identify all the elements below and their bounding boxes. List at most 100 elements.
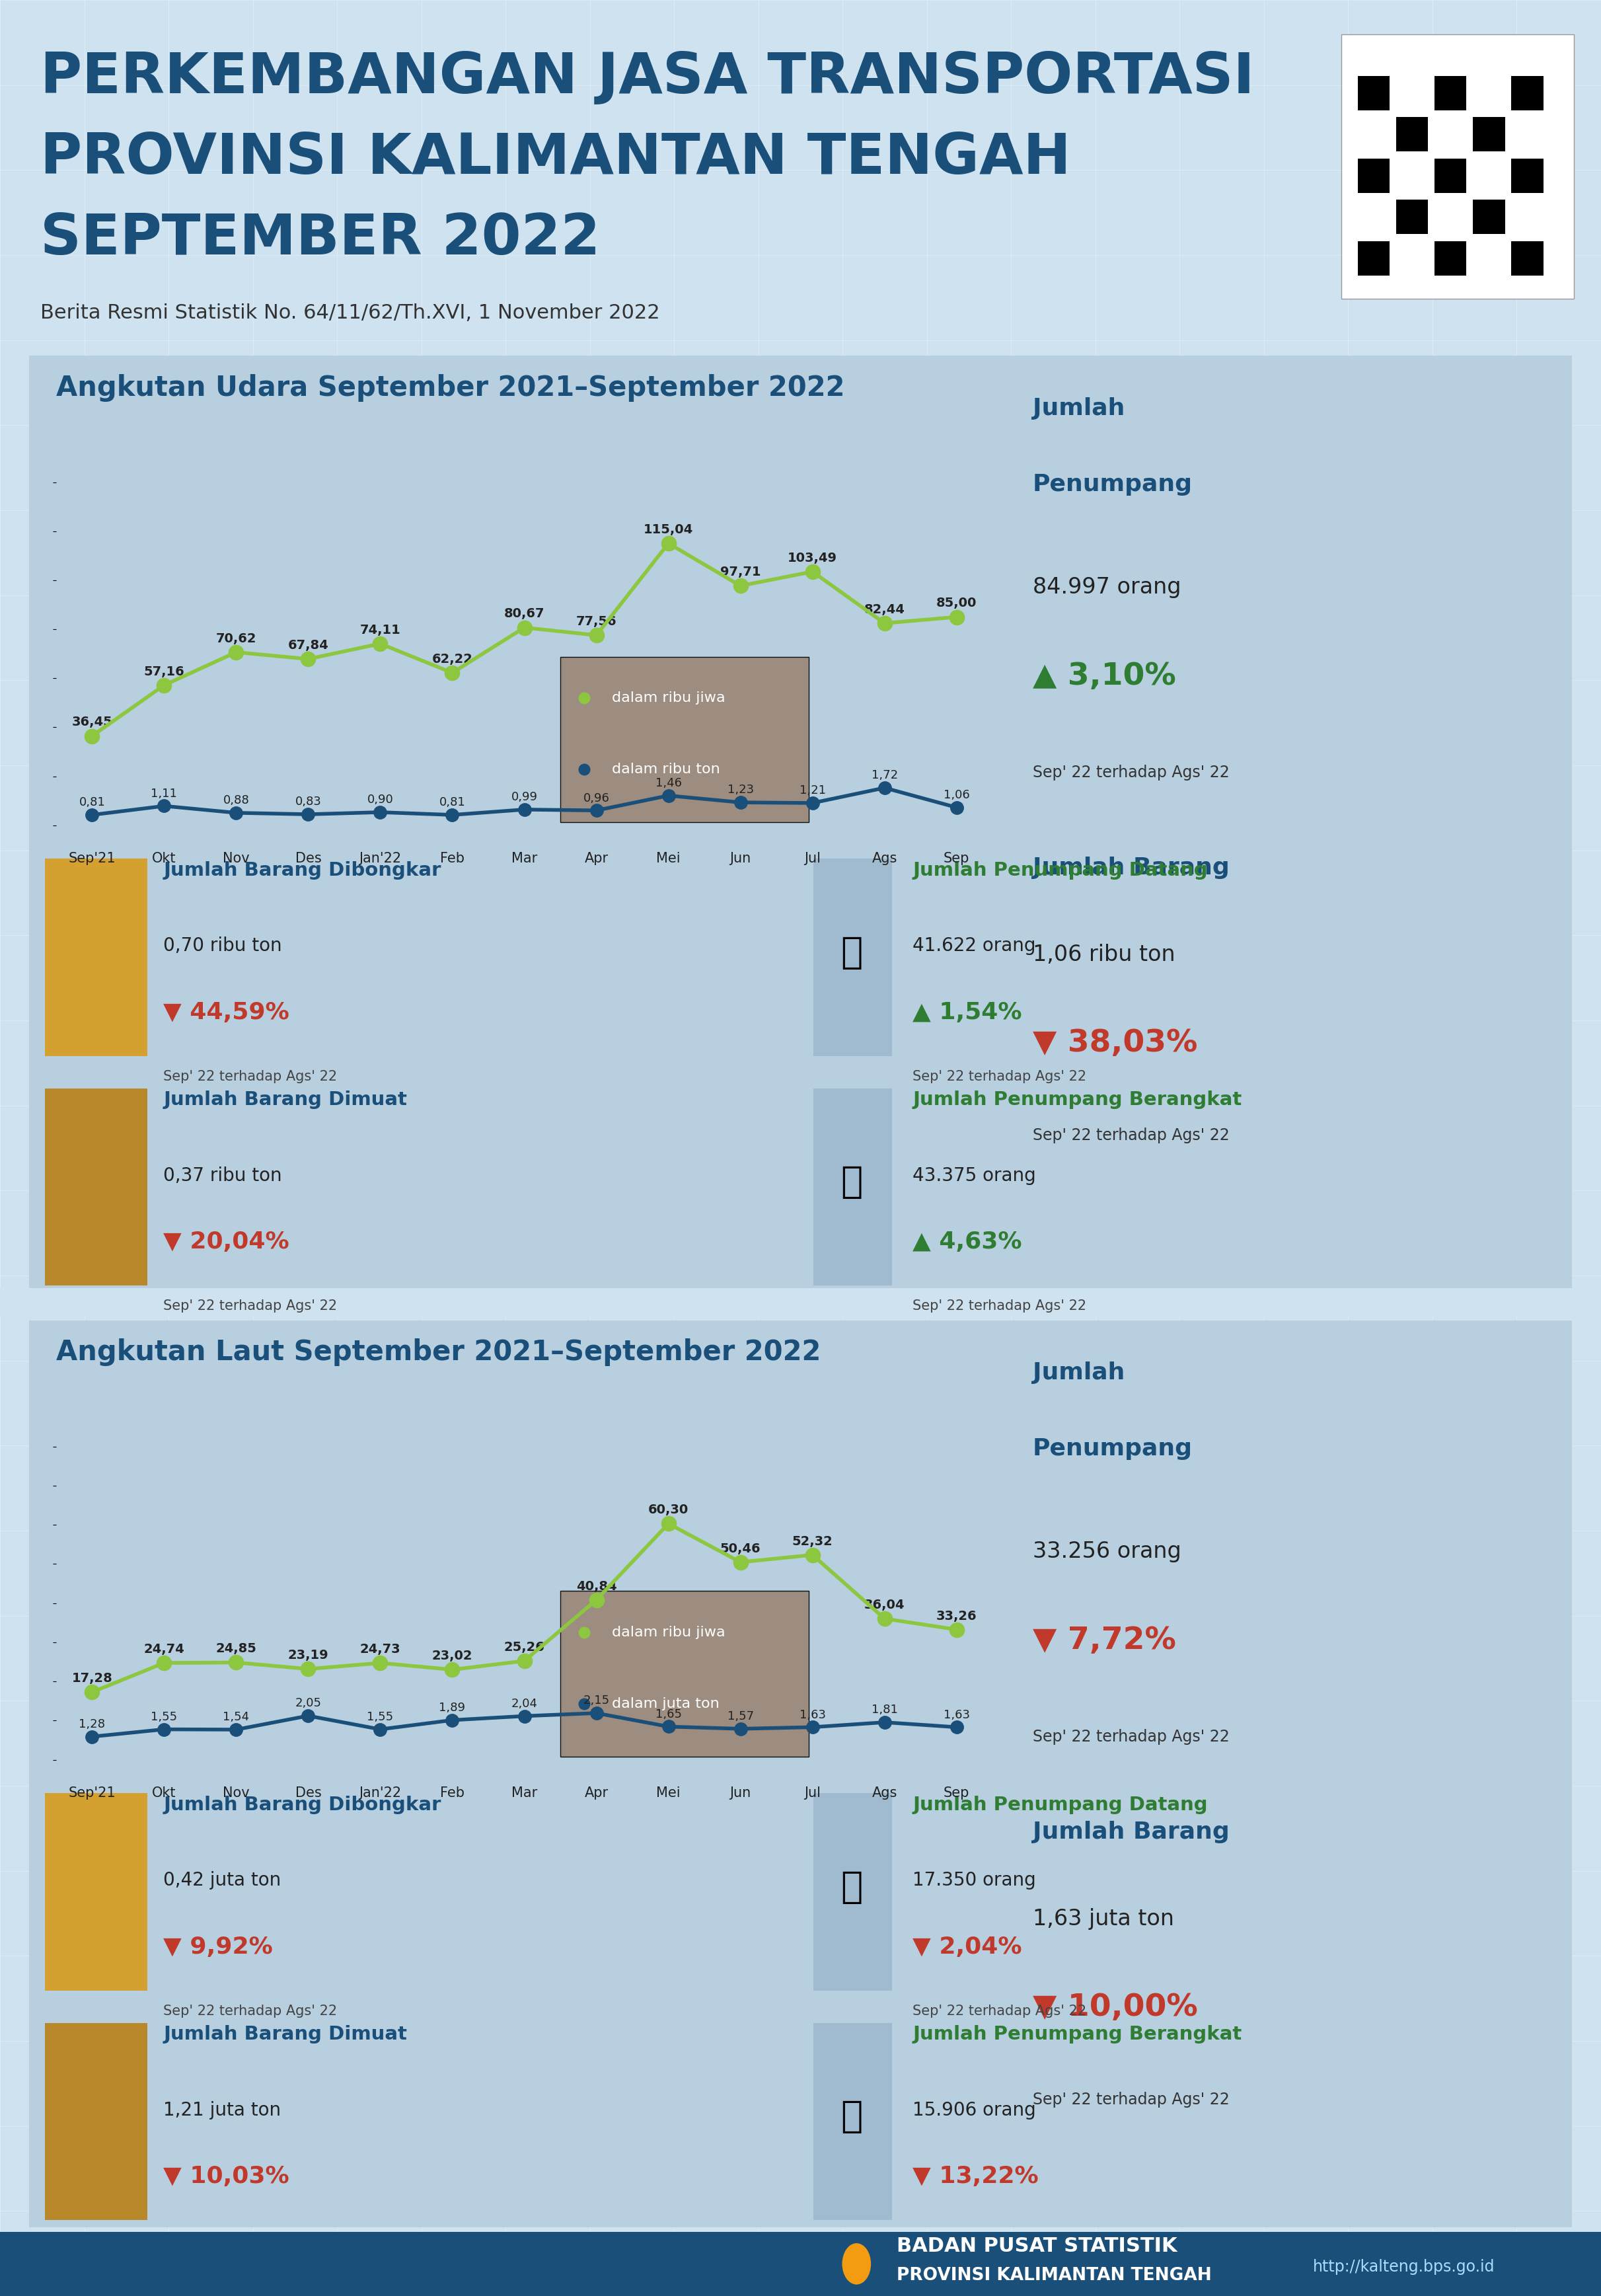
Bar bbox=[1473, 117, 1505, 152]
FancyBboxPatch shape bbox=[560, 1591, 809, 1756]
Text: Sep' 22 terhadap Ags' 22: Sep' 22 terhadap Ags' 22 bbox=[1033, 765, 1230, 781]
Text: 1,89: 1,89 bbox=[439, 1701, 466, 1713]
Text: 1,63 juta ton: 1,63 juta ton bbox=[1033, 1908, 1174, 1929]
Bar bbox=[1342, 34, 1574, 298]
FancyBboxPatch shape bbox=[813, 859, 892, 1056]
Text: ▼ 9,92%: ▼ 9,92% bbox=[163, 1936, 272, 1958]
Text: 17,28: 17,28 bbox=[72, 1671, 112, 1685]
Text: 0,81: 0,81 bbox=[78, 797, 106, 808]
Text: 🚶: 🚶 bbox=[841, 1164, 863, 1201]
FancyBboxPatch shape bbox=[45, 2023, 147, 2220]
Text: dalam ribu ton: dalam ribu ton bbox=[612, 762, 720, 776]
Text: PERKEMBANGAN JASA TRANSPORTASI: PERKEMBANGAN JASA TRANSPORTASI bbox=[40, 51, 1254, 106]
Text: Jumlah Penumpang Datang: Jumlah Penumpang Datang bbox=[913, 1795, 1207, 1814]
FancyBboxPatch shape bbox=[813, 2023, 892, 2220]
Text: Sep' 22 terhadap Ags' 22: Sep' 22 terhadap Ags' 22 bbox=[163, 2234, 338, 2248]
Bar bbox=[1511, 76, 1543, 110]
Text: 0,37 ribu ton: 0,37 ribu ton bbox=[163, 1166, 282, 1185]
Text: 0,99: 0,99 bbox=[511, 792, 538, 804]
Text: Sep' 22 terhadap Ags' 22: Sep' 22 terhadap Ags' 22 bbox=[1033, 1127, 1230, 1143]
Text: 🚶: 🚶 bbox=[841, 2099, 863, 2135]
Text: 62,22: 62,22 bbox=[432, 652, 472, 666]
Text: ▲ 3,10%: ▲ 3,10% bbox=[1033, 661, 1175, 691]
Text: 67,84: 67,84 bbox=[288, 638, 328, 652]
Text: 1,55: 1,55 bbox=[150, 1711, 178, 1722]
Text: dalam ribu jiwa: dalam ribu jiwa bbox=[612, 1626, 725, 1639]
Text: ▼ 7,72%: ▼ 7,72% bbox=[1033, 1626, 1177, 1655]
Text: Jumlah Penumpang Datang: Jumlah Penumpang Datang bbox=[913, 861, 1207, 879]
Text: 1,28: 1,28 bbox=[78, 1717, 106, 1731]
FancyBboxPatch shape bbox=[45, 859, 147, 1056]
Bar bbox=[1396, 117, 1428, 152]
Text: 1,21 juta ton: 1,21 juta ton bbox=[163, 2101, 282, 2119]
Text: 1,11: 1,11 bbox=[150, 788, 178, 799]
Text: 1,81: 1,81 bbox=[871, 1704, 898, 1715]
Bar bbox=[1434, 200, 1467, 234]
Bar bbox=[1434, 158, 1467, 193]
Text: 74,11: 74,11 bbox=[360, 625, 400, 636]
Bar bbox=[1358, 117, 1390, 152]
Text: 97,71: 97,71 bbox=[720, 565, 760, 579]
Text: 82,44: 82,44 bbox=[865, 604, 905, 615]
Text: 115,04: 115,04 bbox=[644, 523, 693, 535]
Text: Sep' 22 terhadap Ags' 22: Sep' 22 terhadap Ags' 22 bbox=[913, 2004, 1087, 2018]
Text: 23,19: 23,19 bbox=[288, 1649, 328, 1662]
Text: 57,16: 57,16 bbox=[144, 666, 184, 677]
Text: Penumpang: Penumpang bbox=[1033, 473, 1193, 496]
Text: 36,45: 36,45 bbox=[72, 716, 112, 728]
Text: Jumlah Barang: Jumlah Barang bbox=[1033, 1821, 1230, 1844]
Bar bbox=[1396, 76, 1428, 110]
Bar bbox=[1358, 200, 1390, 234]
Text: 1,23: 1,23 bbox=[727, 785, 754, 797]
Text: 1,46: 1,46 bbox=[655, 778, 682, 790]
Text: SEPTEMBER 2022: SEPTEMBER 2022 bbox=[40, 211, 600, 266]
Bar bbox=[1511, 158, 1543, 193]
Text: 77,56: 77,56 bbox=[576, 615, 616, 627]
FancyBboxPatch shape bbox=[45, 1793, 147, 1991]
Text: 0,88: 0,88 bbox=[223, 794, 250, 806]
Text: 33,26: 33,26 bbox=[937, 1609, 977, 1623]
Bar bbox=[1358, 158, 1390, 193]
Bar bbox=[1473, 76, 1505, 110]
Text: 25,26: 25,26 bbox=[504, 1642, 544, 1653]
Text: PROVINSI KALIMANTAN TENGAH: PROVINSI KALIMANTAN TENGAH bbox=[40, 131, 1071, 186]
Text: 84.997 orang: 84.997 orang bbox=[1033, 576, 1182, 597]
Text: ▼ 20,04%: ▼ 20,04% bbox=[163, 1231, 290, 1254]
Bar bbox=[1511, 117, 1543, 152]
Text: 24,74: 24,74 bbox=[144, 1644, 184, 1655]
Bar bbox=[1396, 200, 1428, 234]
FancyBboxPatch shape bbox=[813, 1793, 892, 1991]
Text: Sep' 22 terhadap Ags' 22: Sep' 22 terhadap Ags' 22 bbox=[163, 1070, 338, 1084]
Text: 23,02: 23,02 bbox=[432, 1651, 472, 1662]
FancyBboxPatch shape bbox=[560, 657, 809, 822]
Text: ▼ 44,59%: ▼ 44,59% bbox=[163, 1001, 290, 1024]
Text: 🚶: 🚶 bbox=[841, 934, 863, 971]
Text: Sep' 22 terhadap Ags' 22: Sep' 22 terhadap Ags' 22 bbox=[913, 2234, 1087, 2248]
Text: 40,84: 40,84 bbox=[576, 1580, 616, 1593]
Text: Sep' 22 terhadap Ags' 22: Sep' 22 terhadap Ags' 22 bbox=[913, 1070, 1087, 1084]
Text: 🚶: 🚶 bbox=[841, 1869, 863, 1906]
FancyBboxPatch shape bbox=[45, 1088, 147, 1286]
Text: 103,49: 103,49 bbox=[788, 551, 837, 565]
Text: ▲ 1,54%: ▲ 1,54% bbox=[913, 1001, 1021, 1024]
Text: Jumlah Barang Dimuat: Jumlah Barang Dimuat bbox=[163, 2025, 407, 2043]
Text: 0,42 juta ton: 0,42 juta ton bbox=[163, 1871, 282, 1890]
Text: Jumlah: Jumlah bbox=[1033, 1362, 1126, 1384]
Text: Angkutan Laut September 2021–September 2022: Angkutan Laut September 2021–September 2… bbox=[56, 1339, 821, 1366]
Text: 1,63: 1,63 bbox=[943, 1708, 970, 1720]
Bar bbox=[1473, 158, 1505, 193]
Text: 24,85: 24,85 bbox=[216, 1642, 256, 1655]
Text: 1,72: 1,72 bbox=[871, 769, 898, 781]
Text: Jumlah Penumpang Berangkat: Jumlah Penumpang Berangkat bbox=[913, 2025, 1242, 2043]
Text: dalam juta ton: dalam juta ton bbox=[612, 1697, 719, 1711]
Text: 0,81: 0,81 bbox=[439, 797, 466, 808]
Bar bbox=[0, 1288, 1601, 1316]
Text: 1,54: 1,54 bbox=[223, 1711, 250, 1724]
Circle shape bbox=[842, 2243, 871, 2285]
Text: 52,32: 52,32 bbox=[792, 1536, 833, 1548]
Bar bbox=[1396, 158, 1428, 193]
Text: 15.906 orang: 15.906 orang bbox=[913, 2101, 1036, 2119]
Text: Jumlah Barang Dibongkar: Jumlah Barang Dibongkar bbox=[163, 861, 440, 879]
Text: 1,63: 1,63 bbox=[799, 1708, 826, 1720]
Text: Jumlah Barang Dibongkar: Jumlah Barang Dibongkar bbox=[163, 1795, 440, 1814]
